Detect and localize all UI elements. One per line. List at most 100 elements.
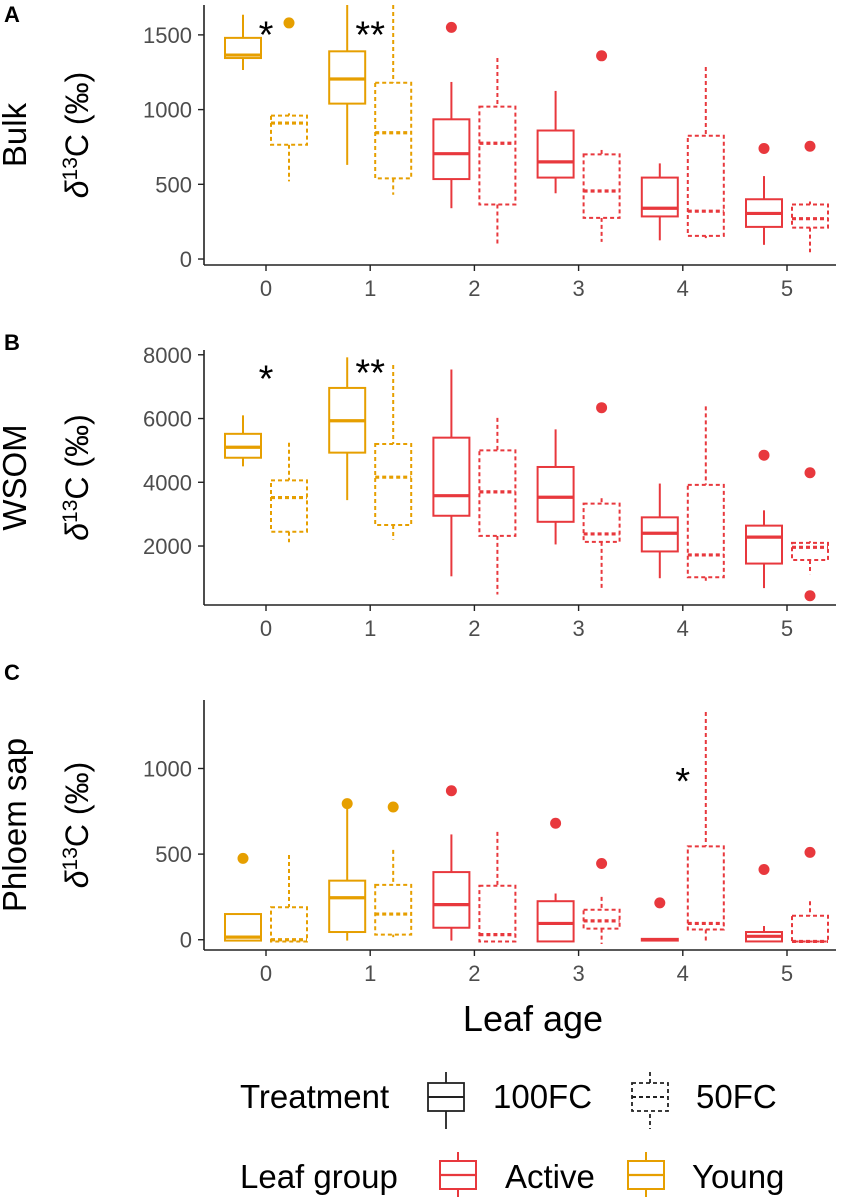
outlier-point (758, 449, 770, 461)
box-iqr (536, 900, 575, 943)
y-tick-label: 8000 (143, 343, 192, 368)
box-iqr (686, 845, 725, 931)
box-50FC-age-3 (582, 858, 621, 945)
outlier-point (387, 801, 399, 813)
box-iqr (224, 36, 262, 60)
x-tick-label: 4 (677, 961, 689, 986)
unit-rest: C (‰) (59, 72, 95, 157)
box-iqr (745, 524, 783, 565)
outlier-point (758, 864, 770, 876)
y-axis-title: Bulk δ13C (‰) (0, 72, 95, 198)
panel-letter: A (4, 2, 20, 27)
legend-treatment-label: 100FC (493, 1078, 592, 1115)
box-iqr (686, 483, 725, 579)
box-iqr (582, 502, 621, 543)
x-tick-label: 5 (781, 616, 793, 641)
box-100FC-age-3 (536, 90, 575, 194)
legend-group-label: Young (692, 1158, 784, 1195)
y-tick-label: 2000 (143, 534, 192, 559)
box-100FC-age-2 (432, 785, 471, 941)
outlier-point (758, 142, 770, 154)
y-axis-title-main: WSOM (0, 424, 33, 530)
unit-delta: δ (59, 869, 95, 888)
x-tick-label: 3 (572, 961, 584, 986)
y-axis-title-unit: δ13C (‰) (59, 72, 95, 198)
outlier-point (283, 17, 295, 29)
box-iqr (791, 541, 829, 562)
y-tick-label: 0 (180, 247, 192, 272)
outlier-point (596, 402, 608, 414)
y-axis-title-main: Bulk (0, 102, 33, 167)
y-tick-label: 1000 (143, 756, 192, 781)
box-100FC-age-1 (328, 5, 367, 165)
y-tick-label: 500 (155, 172, 192, 197)
y-tick-label: 1000 (143, 98, 192, 123)
outlier-point (804, 590, 816, 602)
x-tick-label: 0 (260, 276, 272, 301)
box-iqr (582, 908, 621, 930)
unit-rest: C (‰) (59, 414, 95, 499)
y-tick-label: 500 (155, 842, 192, 867)
x-tick-label: 3 (572, 616, 584, 641)
box-50FC-age-1 (374, 5, 413, 195)
box-iqr (270, 114, 308, 146)
legend-treatment: Treatment 100FC 50FC (240, 1072, 777, 1129)
box-50FC-age-4 (686, 67, 725, 239)
box-iqr (328, 879, 367, 934)
box-50FC-age-2 (478, 831, 517, 943)
box-50FC-age-4 (686, 406, 725, 581)
x-tick-label: 2 (468, 276, 480, 301)
box-100FC-age-3 (536, 429, 575, 545)
outlier-point (654, 897, 666, 909)
x-tick-label: 4 (677, 616, 689, 641)
box-50FC-age-0 (270, 854, 308, 943)
box-50FC-age-2 (478, 417, 517, 595)
box-100FC-age-4 (640, 483, 679, 579)
box-iqr (374, 443, 413, 526)
significance-label: ** (355, 352, 385, 394)
significance-label: * (675, 761, 690, 803)
x-tick-label: 0 (260, 616, 272, 641)
box-50FC-age-3 (582, 50, 621, 242)
box-50FC-age-0 (270, 17, 308, 182)
y-axis-title-unit: δ13C (‰) (59, 762, 95, 888)
box-50FC-age-5 (791, 467, 829, 602)
box-100FC-age-2 (432, 369, 471, 577)
box-50FC-age-0 (270, 442, 308, 543)
box-50FC-age-5 (791, 140, 829, 253)
y-tick-label: 6000 (143, 407, 192, 432)
box-100FC-age-1 (328, 798, 367, 941)
box-50FC-age-5 (791, 846, 829, 944)
x-tick-label: 5 (781, 961, 793, 986)
significance-label: * (259, 15, 274, 57)
box-iqr (270, 479, 308, 533)
x-tick-label: 1 (364, 961, 376, 986)
box-100FC-age-1 (328, 357, 367, 501)
outlier-point (804, 467, 816, 479)
box-iqr (432, 118, 471, 181)
outlier-point (237, 852, 249, 864)
box-iqr (791, 914, 829, 943)
significance-label: * (259, 359, 274, 401)
y-axis-title: WSOM δ13C (‰) (0, 414, 95, 540)
outlier-point (445, 21, 457, 33)
box-iqr (536, 129, 575, 179)
x-tick-label: 2 (468, 961, 480, 986)
box-iqr (536, 465, 575, 523)
box-iqr (432, 871, 471, 929)
outlier-point (445, 785, 457, 797)
box-iqr (432, 436, 471, 517)
y-tick-label: 0 (180, 928, 192, 953)
box-iqr (686, 134, 725, 237)
box-iqr (791, 203, 829, 229)
y-tick-label: 4000 (143, 470, 192, 495)
y-axis-title-unit: δ13C (‰) (59, 414, 95, 540)
x-tick-label: 3 (572, 276, 584, 301)
box-iqr (582, 153, 621, 219)
x-tick-label: 2 (468, 616, 480, 641)
x-tick-label: 0 (260, 961, 272, 986)
legend-treatment-title: Treatment (240, 1078, 389, 1115)
